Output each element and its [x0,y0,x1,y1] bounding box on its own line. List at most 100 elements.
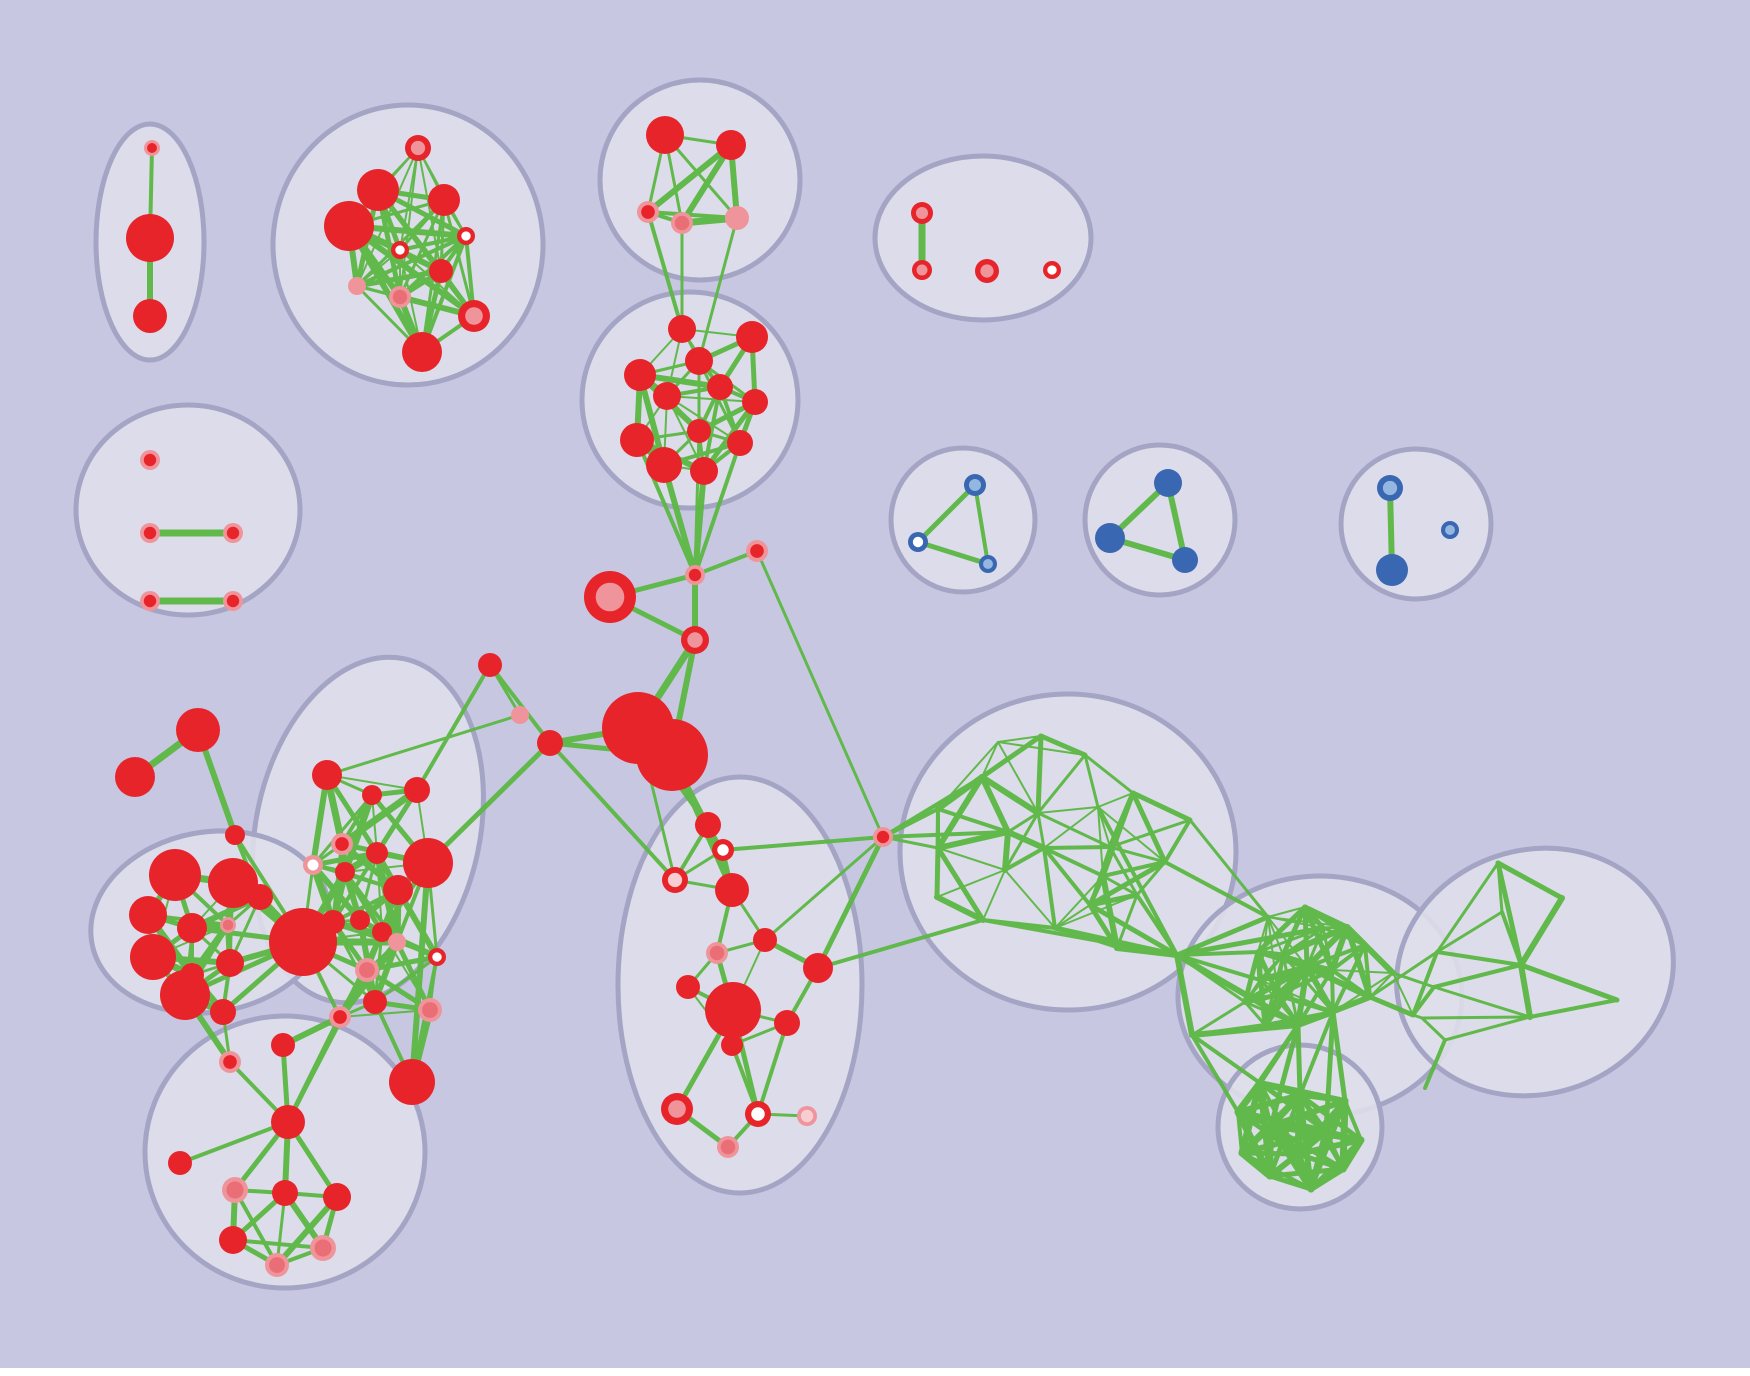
network-node-rr9 [403,838,453,888]
network-node-nm1 [140,450,160,470]
network-edge [324,772,380,856]
network-edge [721,835,885,852]
network-edge [1097,792,1134,808]
network-node-rr13 [388,933,406,951]
node-circle [742,389,768,415]
network-edge [1518,962,1620,1003]
network-node-tx15 [717,1136,739,1158]
network-node-tj1 [1154,469,1182,497]
network-node-mh3 [979,555,997,573]
network-edge [1054,875,1104,929]
node-circle [226,526,240,540]
node-circle [915,206,929,220]
network-node-sx3 [225,825,245,845]
network-edge [1174,952,1195,1038]
network-edge [1420,1016,1447,1042]
network-edge [1367,994,1416,1018]
network-edge [1190,1033,1262,1085]
network-edge [1190,1000,1247,1037]
cluster-ellipse-cofactor-metabolism [872,153,1094,323]
node-circle [388,933,406,951]
network-node-cf4 [1043,261,1061,279]
node-circle [641,205,655,219]
network-edge [1420,1015,1532,1020]
node-circle [983,559,993,569]
network-node-tn3 [222,1177,248,1203]
network-edge [1295,1137,1364,1157]
node-circle [717,844,729,856]
network-edge [338,786,421,848]
network-node-rt8 [687,419,711,443]
network-edge [1163,860,1270,919]
cluster-ellipse-lipid-transport [1338,446,1494,602]
network-node-sx2 [115,757,155,797]
network-edge [1518,895,1565,968]
node-circle [668,1100,686,1118]
node-circle [143,453,157,467]
node-circle [774,1010,800,1036]
network-edge [697,216,739,363]
node-circle [226,594,240,608]
node-circle [687,419,711,443]
network-edge [1130,790,1193,823]
network-edge [1188,818,1270,919]
network-node-cxD [746,540,768,562]
node-circle [357,169,399,211]
network-edge [310,772,330,868]
network-edge [1363,943,1395,975]
network-node-hub1 [269,908,337,976]
network-edge [1267,1166,1346,1179]
node-circle [624,359,656,391]
node-circle [372,922,392,942]
network-node-rr15 [355,958,379,982]
node-circle [404,777,430,803]
network-node-cxC [681,626,709,654]
network-edge [979,774,1041,816]
node-circle [422,1002,438,1018]
network-edge [1267,906,1306,918]
node-circle [750,544,764,558]
node-circle [636,719,708,791]
network-node-tx7 [676,975,700,999]
network-node-rr2 [362,785,382,805]
network-edge [1238,1122,1275,1157]
node-circle [115,757,155,797]
network-node-cf2 [912,260,932,280]
network-node-ps1 [646,116,684,154]
node-circle [222,919,234,931]
network-edge [1239,1150,1301,1157]
network-node-tx8 [803,953,833,983]
network-edge [420,234,468,354]
node-circle [707,374,733,400]
node-circle [429,259,453,283]
network-edge [1411,1013,1424,1020]
node-circle [753,928,777,952]
network-edge [1101,845,1112,878]
network-edge [1267,1173,1314,1192]
network-node-rt3 [685,347,713,375]
cluster-ellipse-mhc-ii-receptor [888,445,1038,595]
network-node-dmc [873,827,893,847]
network-edge [1100,790,1136,879]
network-edge [881,830,1010,839]
network-edge [1323,1009,1336,1134]
network-edge [915,482,978,545]
network-edge [1528,998,1619,1019]
network-edge [1174,925,1326,958]
network-edge [233,1188,279,1267]
network-node-rt10 [727,430,753,456]
node-circle [667,872,683,888]
network-node-rr16 [329,1006,351,1028]
node-circle [465,307,483,325]
node-circle [690,457,718,485]
network-node-rr5 [303,855,323,875]
network-node-lp2 [1376,554,1408,586]
network-edge [1298,1010,1335,1097]
network-edge [394,939,433,1013]
network-node-rr14 [428,948,446,966]
node-circle [720,1139,736,1155]
node-circle [695,812,721,838]
network-node-pf2 [126,214,174,262]
